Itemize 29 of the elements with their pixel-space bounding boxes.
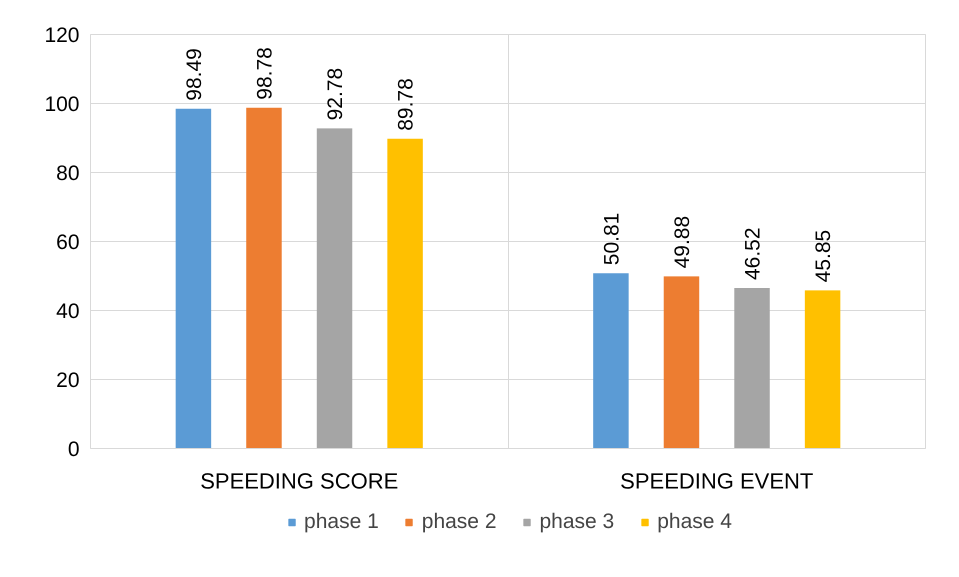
legend-label: phase 2 [422,510,496,534]
y-tick-label: 80 [56,162,80,185]
x-tick-label: SPEEDING EVENT [620,468,814,494]
bar [593,273,629,448]
y-tick-label: 120 [44,24,80,47]
legend-label: phase 1 [304,510,379,534]
legend-label: phase 4 [657,510,732,534]
y-tick-label: 100 [44,93,80,116]
bar [316,128,352,448]
x-tick-label: SPEEDING SCORE [200,468,398,494]
y-tick-label: 60 [56,231,80,254]
data-label: 50.81 [600,212,624,266]
y-tick-label: 0 [68,438,80,461]
bar [804,290,840,448]
bar [246,108,282,448]
y-tick-label: 40 [56,300,80,323]
y-tick-label: 20 [56,369,80,392]
bar [176,108,212,448]
legend-label: phase 3 [540,510,614,534]
bar [734,288,770,448]
bar [387,138,423,448]
data-label: 45.85 [812,230,836,282]
data-label: 92.78 [324,68,348,120]
data-label: 49.88 [670,216,694,268]
data-label: 98.49 [182,48,206,101]
bar [664,276,700,448]
data-label: 89.78 [394,78,418,131]
data-label: 98.78 [253,47,276,100]
data-label: 46.52 [742,227,765,280]
